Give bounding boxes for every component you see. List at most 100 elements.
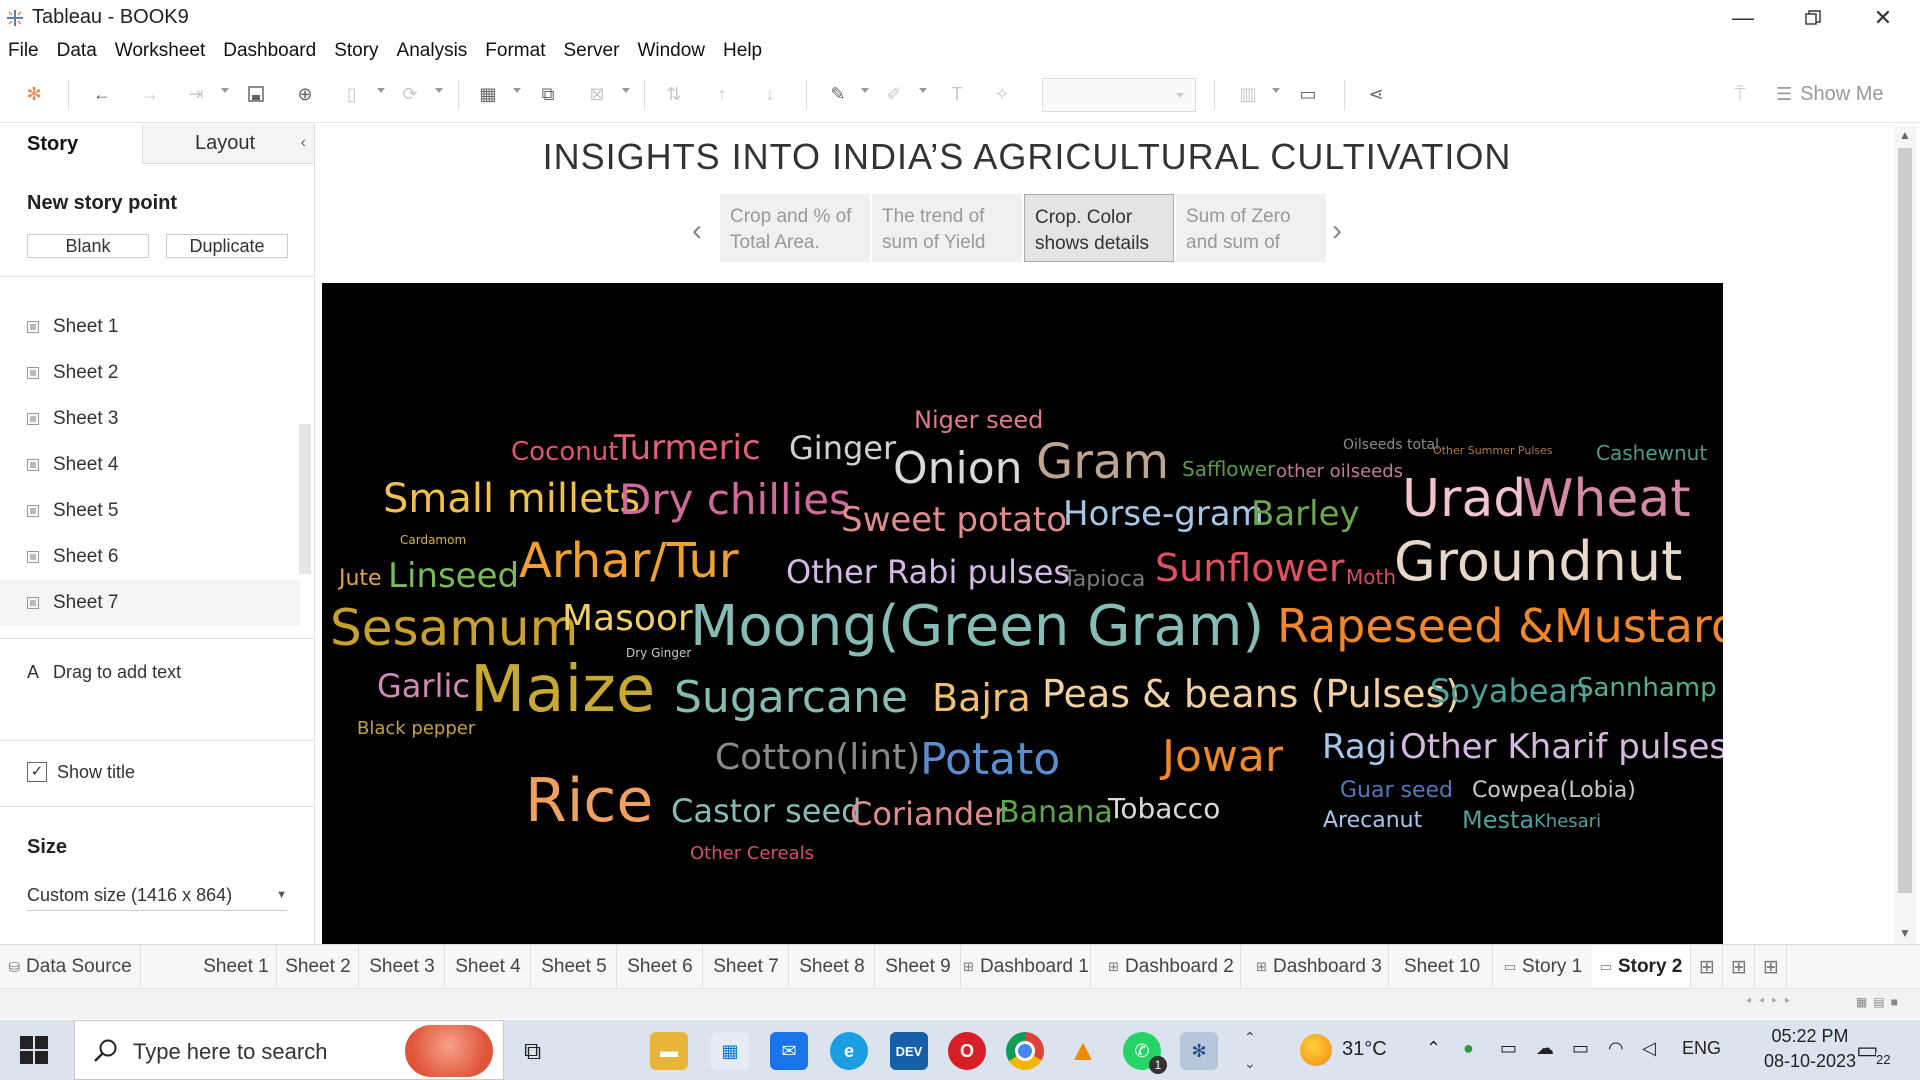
tab-sheet-8[interactable]: Sheet 8: [790, 945, 875, 989]
taskbar-search-box[interactable]: Type here to search: [74, 1020, 504, 1080]
word-jowar[interactable]: Jowar: [1162, 731, 1283, 782]
sheet-list-item[interactable]: Sheet 4: [0, 442, 300, 488]
tab-sheet-5[interactable]: Sheet 5: [532, 945, 617, 989]
word-safflower[interactable]: Safflower: [1182, 457, 1276, 481]
fix-axes-icon[interactable]: ✧: [994, 83, 1010, 104]
story-point-4[interactable]: Sum of Zero and sum of: [1176, 194, 1326, 262]
word-other-oilseeds[interactable]: other oilseeds: [1276, 461, 1404, 482]
replay-icon[interactable]: ⇥: [188, 83, 204, 104]
show-hidden-icons-icon[interactable]: ⌃: [1426, 1038, 1442, 1058]
refresh-icon[interactable]: ⟳: [402, 83, 418, 104]
tab-sheet-3[interactable]: Sheet 3: [360, 945, 445, 989]
battery-icon[interactable]: ▭: [1572, 1038, 1590, 1058]
redo-icon[interactable]: →: [141, 83, 159, 104]
tab-navigation-icons[interactable]: ◂◂▸▸: [1746, 995, 1799, 1006]
tableau-start-icon[interactable]: ✻: [26, 83, 42, 104]
word-horse-gram[interactable]: Horse-gram: [1063, 494, 1264, 534]
save-icon[interactable]: [244, 82, 268, 106]
taskbar-scroll-icon[interactable]: ⌃ ⌄: [1244, 1029, 1256, 1071]
tab-story-1[interactable]: ▭ Story 1: [1494, 945, 1593, 989]
new-story-tab-icon[interactable]: ⊞: [1756, 945, 1787, 989]
word-sesamum[interactable]: Sesamum: [330, 599, 579, 657]
tab-sheet-4[interactable]: Sheet 4: [446, 945, 531, 989]
word-arecanut[interactable]: Arecanut: [1323, 808, 1423, 833]
blank-button[interactable]: Blank: [27, 234, 149, 258]
word-small-millets[interactable]: Small millets: [383, 476, 641, 522]
word-cowpea-lobia[interactable]: Cowpea(Lobia): [1472, 778, 1636, 803]
mail-icon[interactable]: ✉: [770, 1032, 808, 1070]
sheet-list-scrollbar[interactable]: [299, 424, 311, 574]
swap-icon[interactable]: ⇅: [666, 83, 682, 104]
word-oilseeds-total[interactable]: Oilseeds total: [1343, 437, 1439, 453]
sheet-list-item[interactable]: Sheet 5: [0, 488, 300, 534]
word-sunflower[interactable]: Sunflower: [1155, 546, 1345, 590]
word-moong-green-gram[interactable]: Moong(Green Gram): [690, 594, 1265, 659]
tab-layout[interactable]: Layout: [142, 124, 314, 164]
share-icon[interactable]: ⋖: [1368, 83, 1384, 104]
sheet-list-item[interactable]: Sheet 6: [0, 534, 300, 580]
next-story-point-icon[interactable]: ›: [1332, 214, 1342, 247]
file-explorer-icon[interactable]: ▬: [650, 1032, 688, 1070]
close-button[interactable]: ✕: [1873, 5, 1893, 30]
onedrive-icon[interactable]: ☁: [1536, 1038, 1554, 1058]
menu-file[interactable]: File: [8, 40, 39, 61]
word-tobacco[interactable]: Tobacco: [1108, 792, 1221, 825]
sheet-list-item[interactable]: Sheet 7: [0, 580, 300, 626]
word-tapioca[interactable]: Tapioca: [1063, 567, 1146, 592]
chrome-browser-icon[interactable]: [1006, 1032, 1044, 1070]
word-jute[interactable]: Jute: [339, 566, 382, 591]
highlight-icon[interactable]: ✎: [830, 83, 846, 104]
fit-dropdown[interactable]: [1042, 78, 1196, 112]
sheet-list-item[interactable]: Sheet 1: [0, 304, 300, 350]
scroll-up-icon[interactable]: ▲: [1899, 128, 1911, 142]
word-moth[interactable]: Moth: [1346, 565, 1397, 589]
new-worksheet-icon[interactable]: ▦: [479, 83, 497, 104]
word-guar-seed[interactable]: Guar seed: [1340, 778, 1454, 803]
format-painter-icon[interactable]: ⍑: [1734, 83, 1746, 104]
new-dashboard-tab-icon[interactable]: ⊞: [1724, 945, 1755, 989]
menu-dashboard[interactable]: Dashboard: [223, 40, 317, 61]
presentation-mode-icon[interactable]: ▭: [1299, 83, 1317, 104]
story-point-3[interactable]: Crop. Color shows details: [1024, 194, 1174, 262]
wifi-icon[interactable]: ◠: [1608, 1038, 1624, 1058]
word-groundnut[interactable]: Groundnut: [1394, 530, 1683, 593]
word-ginger[interactable]: Ginger: [789, 429, 897, 467]
word-onion[interactable]: Onion: [893, 443, 1023, 494]
tab-dashboard-3[interactable]: ⊞ Dashboard 3: [1250, 945, 1389, 989]
word-arhar-tur[interactable]: Arhar/Tur: [519, 533, 739, 589]
menu-data[interactable]: Data: [56, 40, 97, 61]
menu-server[interactable]: Server: [563, 40, 620, 61]
word-banana[interactable]: Banana: [999, 795, 1113, 830]
story-vertical-scrollbar[interactable]: ▲ ▼: [1894, 126, 1916, 944]
opera-browser-icon[interactable]: O: [948, 1032, 986, 1070]
word-cashewnut[interactable]: Cashewnut: [1596, 441, 1708, 465]
word-castor-seed[interactable]: Castor seed: [671, 792, 862, 830]
word-wheat[interactable]: Wheat: [1522, 469, 1691, 529]
clock[interactable]: 05:22 PM 08-10-2023: [1750, 1026, 1870, 1072]
menu-analysis[interactable]: Analysis: [396, 40, 468, 61]
notifications-icon[interactable]: ▭: [1856, 1037, 1879, 1064]
word-linseed[interactable]: Linseed: [388, 556, 520, 596]
volume-icon[interactable]: ◁: [1642, 1038, 1656, 1058]
word-cardamom[interactable]: Cardamom: [400, 533, 467, 547]
word-barley[interactable]: Barley: [1251, 494, 1360, 534]
word-coconut[interactable]: Coconut: [511, 437, 619, 467]
tab-sheet-10[interactable]: Sheet 10: [1392, 945, 1493, 989]
microsoft-store-icon[interactable]: ▦: [711, 1032, 749, 1070]
word-other-kharif-pulses[interactable]: Other Kharif pulses: [1400, 727, 1723, 767]
word-urad[interactable]: Urad: [1402, 469, 1527, 529]
dev-app-icon[interactable]: DEV: [890, 1032, 928, 1070]
labels-icon[interactable]: T: [951, 83, 963, 104]
edge-browser-icon[interactable]: e: [830, 1032, 868, 1070]
language-indicator[interactable]: ENG: [1682, 1038, 1722, 1058]
story-point-2[interactable]: The trend of sum of Yield: [872, 194, 1022, 262]
story-point-1[interactable]: Crop and % of Total Area.: [720, 194, 870, 262]
tab-sheet-7[interactable]: Sheet 7: [704, 945, 789, 989]
sort-ascending-icon[interactable]: ↑: [717, 83, 727, 104]
tab-dashboard-1[interactable]: ⊞ Dashboard 1: [962, 945, 1091, 989]
menu-help[interactable]: Help: [723, 40, 763, 61]
tab-sheet-1[interactable]: Sheet 1: [196, 945, 277, 989]
word-other-summer-pulses[interactable]: Other Summer Pulses: [1433, 444, 1553, 457]
restore-button[interactable]: [1778, 0, 1848, 36]
size-dropdown[interactable]: Custom size (1416 x 864) ▼: [27, 880, 287, 911]
